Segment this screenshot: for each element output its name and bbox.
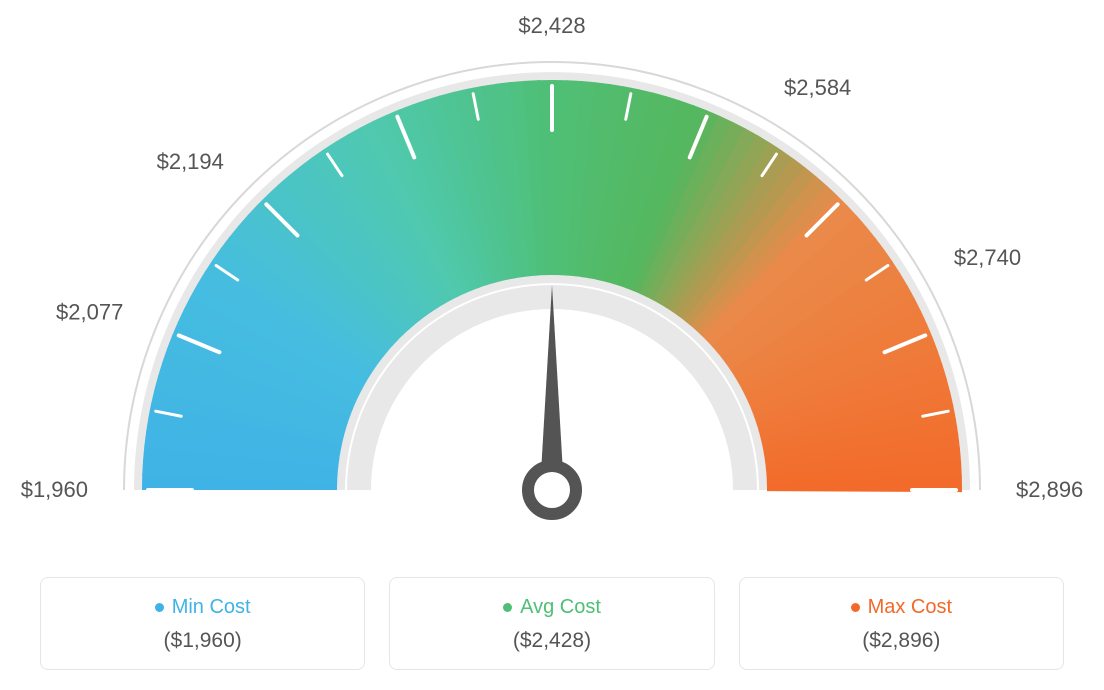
legend-card-avg: Avg Cost ($2,428) [389, 577, 714, 670]
gauge-svg: $1,960 $2,077 $2,194 $2,428 $2,584 $2,740 $2,8… [0, 0, 1104, 560]
legend-text-avg: Avg Cost [520, 596, 601, 619]
gauge-area: $1,960 $2,077 $2,194 $2,428 $2,584 $2,740 $2,8… [0, 0, 1104, 560]
legend-row: Min Cost ($1,960) Avg Cost ($2,428) Max … [0, 577, 1104, 670]
legend-dot-avg [503, 603, 512, 612]
legend-label-max: Max Cost [851, 596, 952, 619]
legend-card-min: Min Cost ($1,960) [40, 577, 365, 670]
svg-text:$2,194: $2,194 [157, 149, 224, 174]
legend-dot-max [851, 603, 860, 612]
svg-text:$2,584: $2,584 [784, 75, 851, 100]
svg-text:$1,960: $1,960 [21, 477, 88, 502]
legend-card-max: Max Cost ($2,896) [739, 577, 1064, 670]
svg-text:$2,428: $2,428 [518, 13, 585, 38]
legend-value-min: ($1,960) [51, 629, 354, 653]
gauge-chart-container: $1,960 $2,077 $2,194 $2,428 $2,584 $2,740 $2,8… [0, 0, 1104, 690]
legend-label-avg: Avg Cost [503, 596, 601, 619]
svg-text:$2,077: $2,077 [56, 299, 123, 324]
svg-text:$2,740: $2,740 [954, 245, 1021, 270]
legend-value-avg: ($2,428) [400, 629, 703, 653]
legend-dot-min [155, 603, 164, 612]
legend-text-max: Max Cost [868, 596, 952, 619]
legend-label-min: Min Cost [155, 596, 251, 619]
svg-text:$2,896: $2,896 [1016, 477, 1083, 502]
legend-text-min: Min Cost [172, 596, 251, 619]
legend-value-max: ($2,896) [750, 629, 1053, 653]
